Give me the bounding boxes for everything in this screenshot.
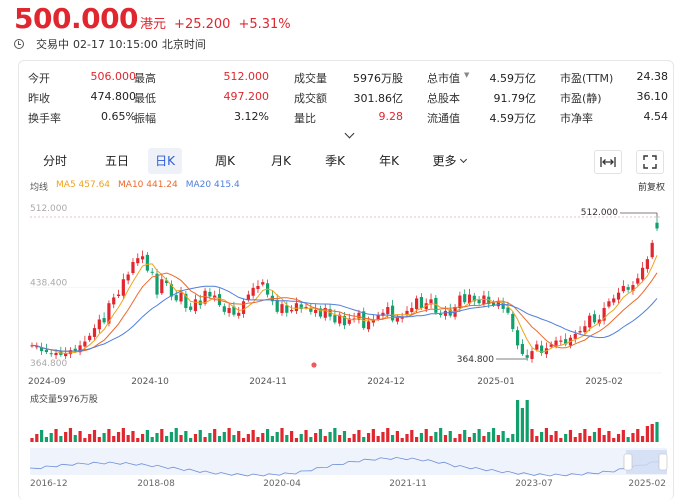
stat-value: 5976万股 [353,72,403,85]
stats-row: 今开 506.000 最高 512.000 成交量 5976万股 总市值 ▼ 4.59万亿 市盈(… [28,70,668,90]
tab-label: 分时 [42,154,67,168]
current-price: 500.000 [14,2,139,35]
tab-4[interactable]: 月K [264,148,298,174]
trading-time: 02-17 10:15:00 [73,37,158,51]
clock-icon [14,39,24,49]
stat-value: 4.59万亿 [489,72,537,85]
stat-value: 36.10 [636,90,669,103]
stat-label: 市盈(静) [560,92,602,105]
price-adjust-toggle[interactable]: 前复权 [638,183,666,193]
tab-label: 年K [379,154,399,168]
ma-legend: 均线 MA5 457.64 MA10 441.24 MA20 415.4 [30,180,240,193]
period-tabs: 分时 五日 日K 周K 月K 季K 年K 更多 [30,148,670,174]
price-change-percent: +5.31% [238,17,291,32]
stat-label: 总市值 [427,72,460,85]
stat-value: 301.86亿 [353,92,404,105]
ma-legend-label: 均线 [30,183,49,193]
stat-value: 9.28 [378,110,404,123]
fullscreen-icon [643,155,657,169]
stat-label: 今开 [28,72,50,85]
stat-value: 3.12% [234,110,269,123]
stat-value: 474.800 [90,90,137,103]
stat-label: 振幅 [134,112,156,125]
tab-label: 更多 [432,154,457,168]
stat-label: 总股本 [427,92,460,105]
trading-status: 交易中 02-17 10:15:00 北京时间 [14,36,206,52]
stat-value: 497.200 [223,90,270,103]
ma5-legend: MA5 457.64 [56,180,111,190]
stat-label: 市盈(TTM) [560,72,614,85]
chevron-down-icon [459,155,467,164]
tab-label: 五日 [104,154,129,168]
stat-label: 量比 [294,112,316,125]
tab-label: 季K [325,154,345,168]
stats-row: 换手率 0.65% 振幅 3.12% 量比 9.28 流通值 4.59万亿 市净率 4.54 [28,110,668,130]
tab-0[interactable]: 分时 [38,148,72,174]
price-header: 500.000 港元 +25.200 +5.31% [14,2,291,36]
currency-label: 港元 [140,17,167,32]
fullscreen-button[interactable] [636,150,664,174]
fit-width-icon [600,157,616,167]
quote-card [18,60,674,500]
price-change: +25.200 [174,17,231,32]
stat-value: 4.54 [643,110,669,123]
stat-value: 512.000 [223,70,270,83]
stat-value: 0.65% [101,110,136,123]
tab-5[interactable]: 季K [318,148,352,174]
stat-value: 506.000 [90,70,137,83]
stat-value: 91.79亿 [493,92,537,105]
tab-7[interactable]: 更多 [428,148,470,174]
tab-6[interactable]: 年K [372,148,406,174]
tab-3[interactable]: 周K [208,148,242,174]
stat-label: 最低 [134,92,156,105]
stats-row: 昨收 474.800 最低 497.200 成交额 301.86亿 总股本 91.79亿 市盈(… [28,90,668,110]
trading-state: 交易中 [36,38,69,51]
stat-value: 4.59万亿 [489,112,537,125]
stat-label: 流通值 [427,112,460,125]
stat-label: 成交量 [294,72,327,85]
time-zone: 北京时间 [161,38,206,51]
stat-label: 昨收 [28,92,50,105]
stat-label: 市净率 [560,112,593,125]
tab-label: 日K [155,154,175,168]
tab-2[interactable]: 日K [148,148,182,174]
info-dropdown-icon[interactable]: ▼ [464,71,470,79]
stat-label: 最高 [134,72,156,85]
fit-width-button[interactable] [594,150,622,174]
stat-label: 成交额 [294,92,327,105]
stat-label: 换手率 [28,112,61,125]
ma20-legend: MA20 415.4 [185,180,240,190]
tab-label: 月K [271,154,291,168]
tab-label: 周K [215,154,235,168]
ma10-legend: MA10 441.24 [118,180,178,190]
stat-value: 24.38 [636,70,669,83]
tab-1[interactable]: 五日 [100,148,134,174]
